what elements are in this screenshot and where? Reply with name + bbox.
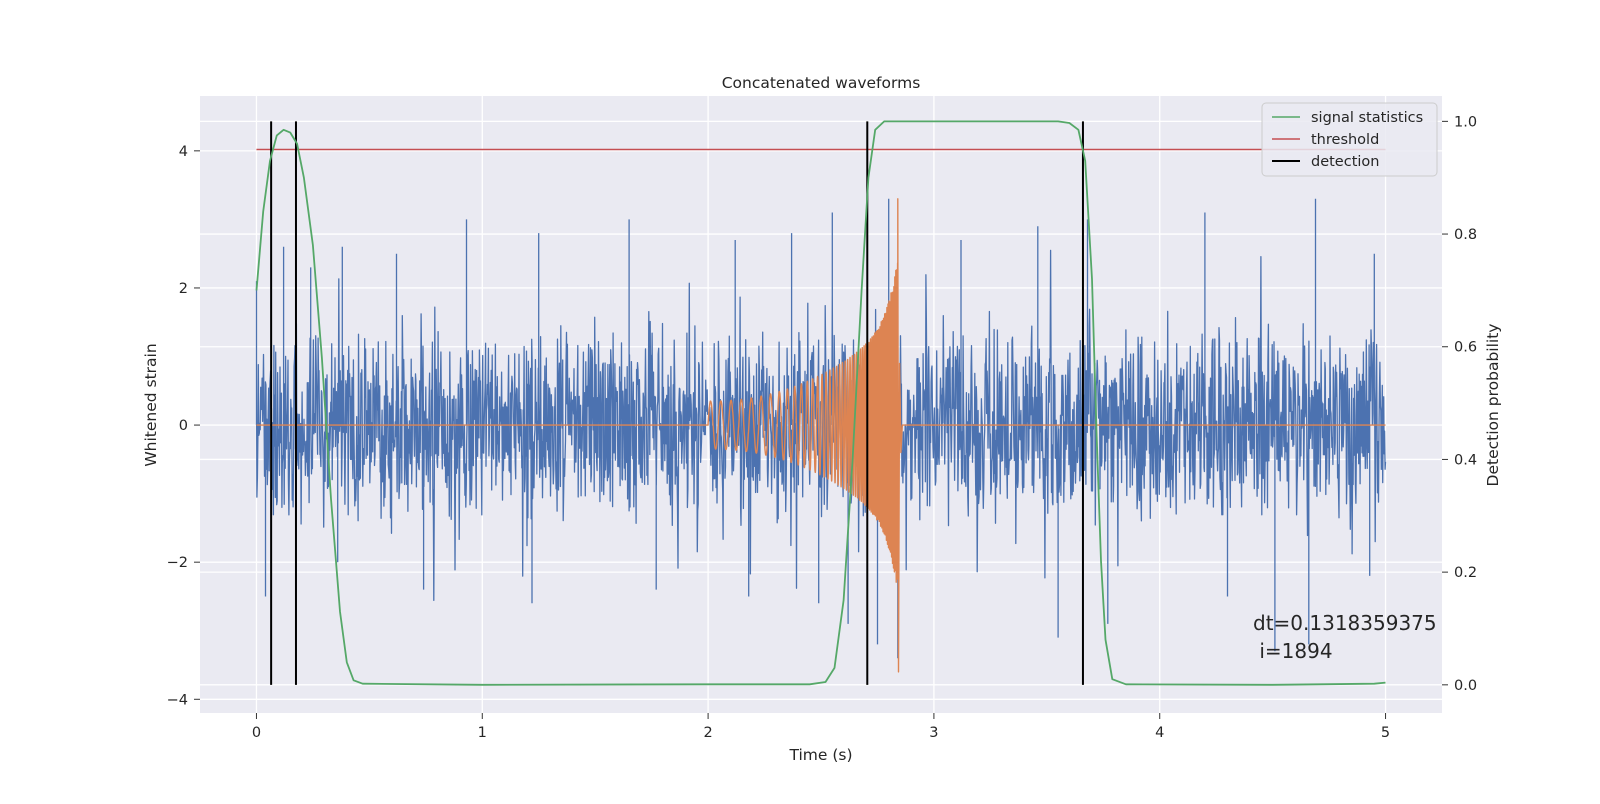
annotation-index: i=1894 xyxy=(1253,639,1333,663)
x-tick-label: 5 xyxy=(1381,725,1390,741)
legend-label-signal-statistics: signal statistics xyxy=(1311,110,1423,126)
gridlines xyxy=(200,96,1442,713)
y2-tick-label: 0.0 xyxy=(1454,678,1477,694)
y2-tick-label: 0.6 xyxy=(1454,340,1477,356)
y2-tick-label: 0.4 xyxy=(1454,452,1477,468)
y2-tick-label: 0.2 xyxy=(1454,565,1477,581)
x-axis-label: Time (s) xyxy=(788,746,852,764)
x-tick-label: 0 xyxy=(252,725,261,741)
y-axis-label: Whitened strain xyxy=(142,343,160,466)
y2-axis-label: Detection probability xyxy=(1484,324,1502,487)
x-tick-label: 3 xyxy=(929,725,938,741)
y-tick-label: 4 xyxy=(179,144,188,160)
annotation-dt: dt=0.1318359375 xyxy=(1253,611,1437,635)
y-tick-label: −4 xyxy=(167,692,188,708)
y-tick-label: 2 xyxy=(179,281,188,297)
legend-box xyxy=(1261,102,1438,177)
x-tick-label: 1 xyxy=(478,725,487,741)
y2-tick-label: 0.8 xyxy=(1454,227,1477,243)
ticks-layer: 0 1 2 3 4 5 −4 −2 0 2 4 0.0 0.2 0.4 0.6 0.8 1.0 xyxy=(167,114,1477,741)
signal-statistics-line xyxy=(255,120,1386,686)
legend-label-threshold: threshold xyxy=(1311,132,1379,148)
y2-tick-label: 1.0 xyxy=(1454,114,1477,130)
y-tick-label: 0 xyxy=(179,418,188,434)
x-tick-label: 4 xyxy=(1155,725,1164,741)
series-layer xyxy=(255,120,1387,686)
legend-label-detection: detection xyxy=(1311,154,1379,170)
x-tick-label: 2 xyxy=(703,725,712,741)
chart-title: Concatenated waveforms xyxy=(722,74,921,92)
y-tick-label: −2 xyxy=(167,555,188,571)
legend: signal statistics threshold detection xyxy=(1261,102,1438,177)
